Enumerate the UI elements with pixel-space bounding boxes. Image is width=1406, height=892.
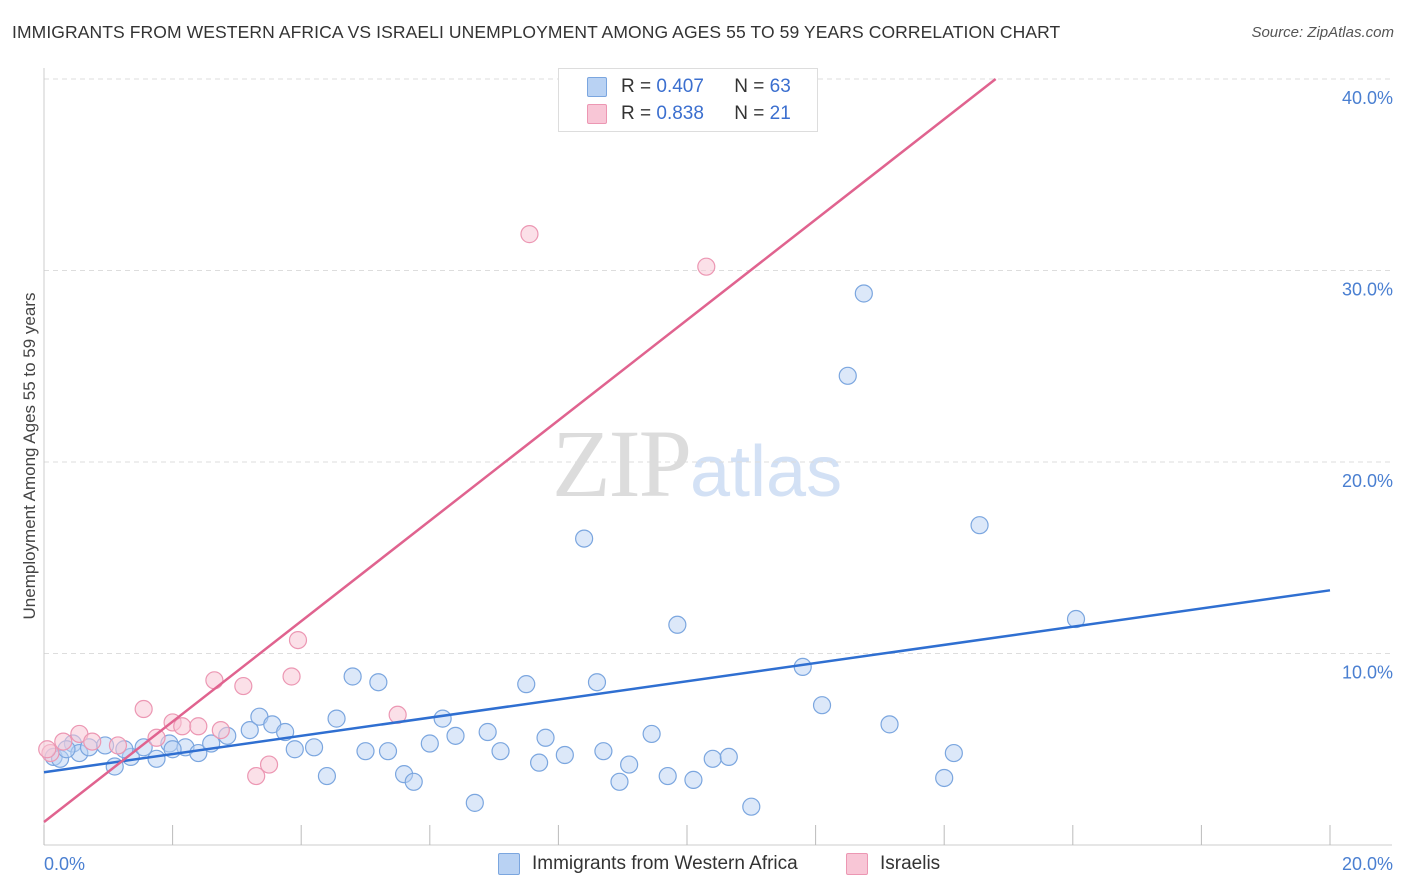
legend-swatch-blue — [498, 853, 520, 875]
y-tick-label: 10.0% — [1342, 663, 1393, 683]
series-western-africa-points — [44, 284, 1086, 816]
legend-r-label: R = — [621, 76, 652, 97]
data-point-western-africa — [880, 715, 899, 734]
data-point-western-africa — [668, 615, 687, 634]
y-tick-label: 40.0% — [1342, 88, 1393, 108]
data-point-israelis — [247, 766, 266, 786]
data-point-western-africa — [327, 709, 346, 728]
watermark-atlas: atlas — [690, 432, 843, 512]
data-point-western-africa — [610, 772, 629, 791]
x-tick-label: 0.0% — [44, 854, 85, 874]
data-point-western-africa — [404, 772, 423, 791]
data-point-israelis — [83, 732, 102, 751]
data-point-western-africa — [536, 728, 555, 747]
data-point-western-africa — [356, 742, 375, 761]
legend-swatch-pink — [846, 853, 868, 875]
trend-line-western-africa — [43, 589, 1331, 774]
data-point-western-africa — [378, 742, 398, 761]
legend-row-western-africa: R = 0.407 N = 63 — [587, 75, 791, 99]
data-point-israelis — [520, 225, 539, 244]
series-israelis-points — [38, 225, 716, 786]
data-point-western-africa — [147, 749, 166, 768]
trend-line-israelis — [43, 78, 997, 824]
watermark-logo: ZIPatlas — [552, 408, 842, 519]
data-point-israelis — [38, 740, 57, 759]
legend-swatch-pink — [587, 104, 607, 124]
data-point-western-africa — [555, 745, 574, 765]
data-point-western-africa — [369, 673, 388, 692]
data-point-western-africa — [134, 738, 153, 757]
data-point-western-africa — [304, 738, 324, 757]
data-point-israelis — [189, 717, 208, 736]
data-point-israelis — [288, 630, 308, 650]
data-point-western-africa — [530, 753, 549, 772]
data-point-western-africa — [285, 740, 304, 759]
data-point-israelis — [173, 717, 192, 736]
data-point-western-africa — [838, 366, 857, 385]
source-label[interactable]: Source: ZipAtlas.com — [1251, 24, 1394, 41]
legend-item-western-africa[interactable]: Immigrants from Western Africa — [498, 852, 798, 876]
legend-r-value: 0.838 — [656, 103, 704, 124]
data-point-western-africa — [970, 516, 989, 535]
data-point-israelis — [259, 755, 279, 774]
y-tick-label: 20.0% — [1342, 471, 1393, 491]
legend-label-israelis: Israelis — [880, 853, 941, 874]
data-point-western-africa — [719, 747, 738, 767]
legend-row-israelis: R = 0.838 N = 21 — [587, 102, 791, 126]
data-point-western-africa — [465, 793, 484, 812]
data-point-western-africa — [433, 709, 452, 728]
grid-lines — [44, 78, 1392, 654]
data-point-western-africa — [575, 529, 594, 548]
x-tick-label: 20.0% — [1342, 854, 1393, 874]
legend-n-value: 21 — [769, 103, 791, 124]
data-point-western-africa — [935, 768, 954, 788]
legend-n-value: 63 — [769, 76, 791, 97]
data-point-israelis — [134, 699, 153, 719]
data-point-israelis — [205, 671, 224, 690]
data-point-israelis — [697, 257, 716, 276]
correlation-legend: R = 0.407 N = 63 R = 0.838 N = 21 — [558, 68, 818, 132]
data-point-western-africa — [812, 696, 832, 715]
data-point-western-africa — [594, 742, 613, 761]
data-point-western-africa — [517, 675, 536, 694]
data-point-israelis — [108, 736, 128, 755]
legend-n-label: N = — [734, 103, 765, 124]
legend-label-western-africa: Immigrants from Western Africa — [532, 853, 798, 874]
data-point-israelis — [234, 676, 253, 696]
data-point-western-africa — [491, 742, 510, 761]
data-point-western-africa — [642, 724, 661, 744]
data-point-western-africa — [620, 755, 639, 774]
legend-r-label: R = — [621, 103, 652, 124]
chart-title: IMMIGRANTS FROM WESTERN AFRICA VS ISRAEL… — [12, 22, 1061, 42]
trend-lines — [43, 78, 1331, 824]
data-point-western-africa — [742, 797, 761, 816]
tick-labels: 10.0% 20.0% 30.0% 40.0% 0.0% 20.0% — [44, 88, 1393, 874]
legend-r-value: 0.407 — [656, 76, 704, 97]
data-point-israelis — [282, 667, 301, 686]
data-point-western-africa — [240, 720, 259, 740]
data-point-western-africa — [587, 673, 607, 692]
y-tick-label: 30.0% — [1342, 280, 1393, 300]
data-point-western-africa — [446, 726, 465, 745]
data-point-western-africa — [1066, 609, 1086, 629]
data-point-western-africa — [658, 766, 677, 786]
legend-n-label: N = — [734, 76, 765, 97]
data-point-western-africa — [343, 667, 362, 686]
data-point-western-africa — [317, 766, 337, 786]
data-point-western-africa — [420, 734, 439, 753]
data-point-western-africa — [703, 749, 722, 768]
data-point-western-africa — [854, 284, 873, 303]
data-point-israelis — [54, 732, 73, 751]
legend-item-israelis[interactable]: Israelis — [846, 852, 940, 876]
data-point-western-africa — [944, 743, 963, 763]
data-point-israelis — [147, 728, 166, 747]
axes — [43, 68, 1392, 846]
legend-swatch-blue — [587, 77, 607, 97]
watermark-zip: ZIP — [552, 410, 692, 517]
data-point-israelis — [211, 720, 230, 740]
data-point-western-africa — [478, 722, 497, 742]
data-point-western-africa — [684, 770, 703, 789]
